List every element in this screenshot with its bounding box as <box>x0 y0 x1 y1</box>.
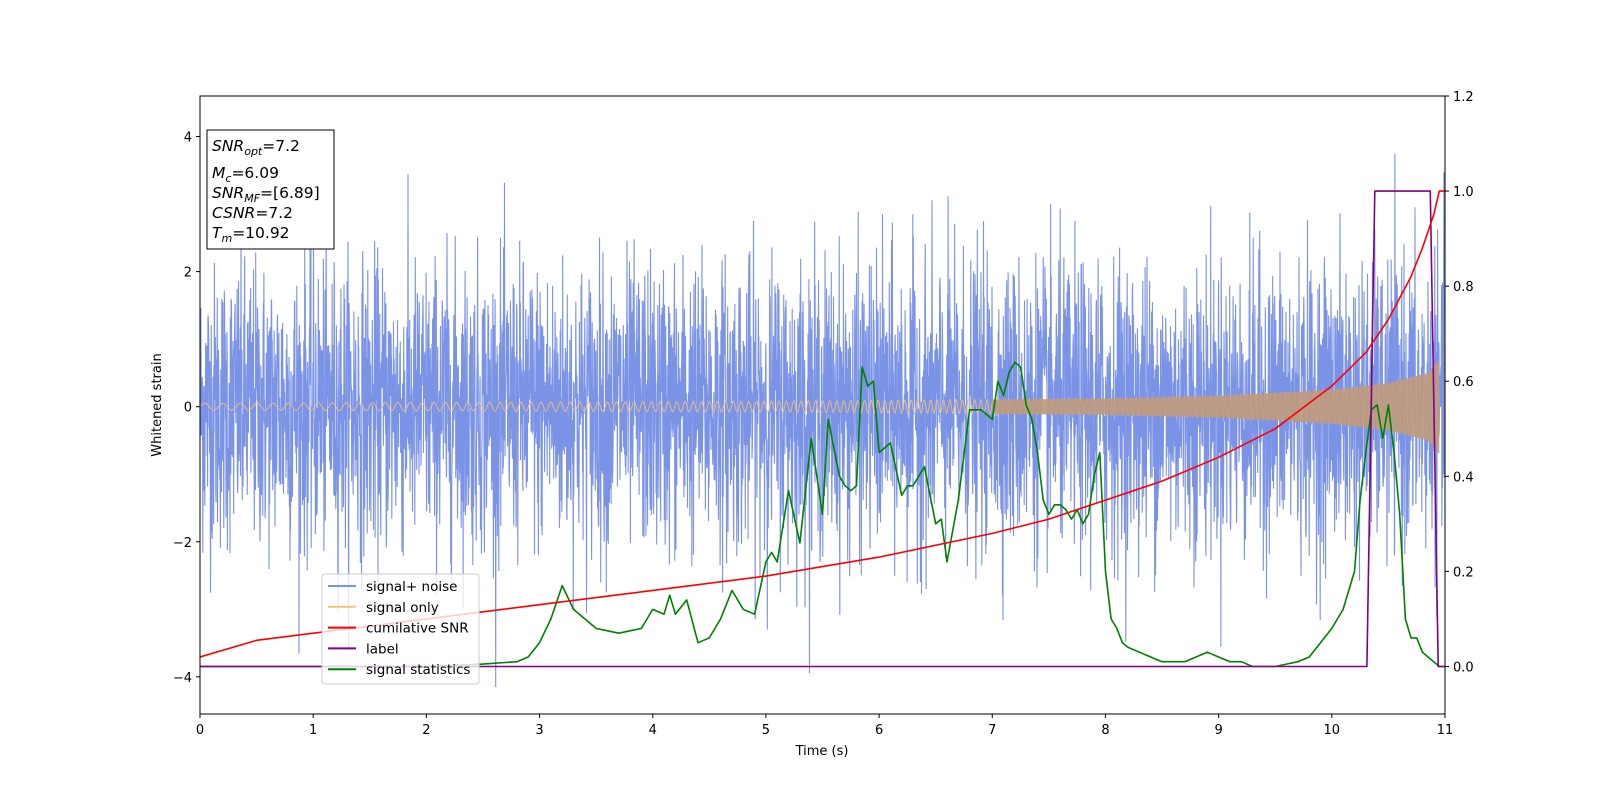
annotation-tm: Tm=10.92 <box>212 224 290 245</box>
left-y-tick-label: 2 <box>184 266 192 281</box>
annotation-mc-name: M <box>212 164 225 182</box>
annotation-mc-sub: c <box>225 172 231 185</box>
right-y-axis-ticks: 0.0 0.2 0.4 0.6 0.8 1.0 1.2 <box>1445 90 1474 675</box>
x-tick-label: 5 <box>762 723 770 738</box>
x-tick-label: 3 <box>535 723 543 738</box>
annotation-tm-value: =10.92 <box>232 224 289 242</box>
legend: signal+ noise signal only cumilative SNR la… <box>321 573 480 685</box>
plot-frame <box>199 95 1446 715</box>
series-layer <box>200 153 1445 688</box>
annotation-mc-value: =6.09 <box>231 164 279 182</box>
annotation-csnr-value: =7.2 <box>255 204 293 222</box>
annotation-snr-opt-value: =7.2 <box>262 137 300 155</box>
legend-label: signal only <box>366 600 439 616</box>
left-y-tick-label: −2 <box>173 536 192 551</box>
annotation-snr-mf: SNRMF=[6.89] <box>212 184 320 205</box>
series-label <box>200 190 1445 668</box>
x-tick-label: 7 <box>988 723 996 738</box>
annotation-mc: Mc=6.09 <box>212 164 279 185</box>
right-y-tick-label: 0.4 <box>1453 470 1474 485</box>
left-y-tick-label: −4 <box>173 671 192 686</box>
right-y-tick-label: 0.8 <box>1453 280 1474 295</box>
x-tick-label: 10 <box>1324 723 1341 738</box>
annotation-tm-sub: m <box>221 232 232 245</box>
legend-label: label <box>366 641 399 657</box>
annotation-snr-mf-name: SNR <box>212 184 244 202</box>
x-axis-label: Time (s) <box>795 744 849 759</box>
right-y-tick-label: 0.6 <box>1453 375 1474 390</box>
x-tick-label: 2 <box>422 723 430 738</box>
annotation-tm-name: T <box>212 224 223 242</box>
x-tick-label: 1 <box>309 723 317 738</box>
legend-frame <box>321 573 480 685</box>
x-tick-label: 4 <box>649 723 657 738</box>
annotation-snr-mf-sub: MF <box>244 192 260 205</box>
legend-label: signal+ noise <box>366 579 457 595</box>
annotation-snr-opt-sub: opt <box>244 145 263 158</box>
annotation-csnr-name: CSNR <box>212 204 255 222</box>
annotation-frame <box>206 129 335 250</box>
x-tick-label: 8 <box>1101 723 1109 738</box>
annotation-box: SNRopt=7.2 Mc=6.09 SNRMF=[6.89] CSNR=7.2… <box>206 129 335 250</box>
right-y-tick-label: 0.0 <box>1453 660 1474 675</box>
annotation-snr-mf-value: =[6.89] <box>260 184 320 202</box>
right-y-tick-label: 0.2 <box>1453 565 1474 580</box>
legend-label: cumilative SNR <box>366 621 469 637</box>
legend-label: signal statistics <box>366 662 470 678</box>
y-axis-label: Whitened strain <box>150 353 165 456</box>
x-tick-label: 0 <box>196 723 204 738</box>
annotation-snr-opt: SNRopt=7.2 <box>212 137 300 158</box>
left-y-axis-ticks: −4 −2 0 2 4 <box>173 131 200 686</box>
left-y-tick-label: 0 <box>184 401 192 416</box>
x-tick-label: 6 <box>875 723 883 738</box>
annotation-snr-opt-name: SNR <box>212 137 244 155</box>
x-tick-label: 9 <box>1214 723 1222 738</box>
left-y-tick-label: 4 <box>184 131 192 146</box>
annotation-csnr: CSNR=7.2 <box>212 204 293 222</box>
right-y-tick-label: 1.2 <box>1453 90 1474 105</box>
x-axis-ticks: 0 1 2 3 4 5 6 7 8 9 10 11 <box>196 714 1453 738</box>
right-y-tick-label: 1.0 <box>1453 185 1474 200</box>
series-signal-noise <box>200 153 1445 688</box>
series-cumulative-snr <box>200 190 1445 658</box>
x-tick-label: 11 <box>1437 723 1454 738</box>
series-signal-only-band <box>992 359 1440 454</box>
series-signal-statistics <box>200 361 1445 668</box>
